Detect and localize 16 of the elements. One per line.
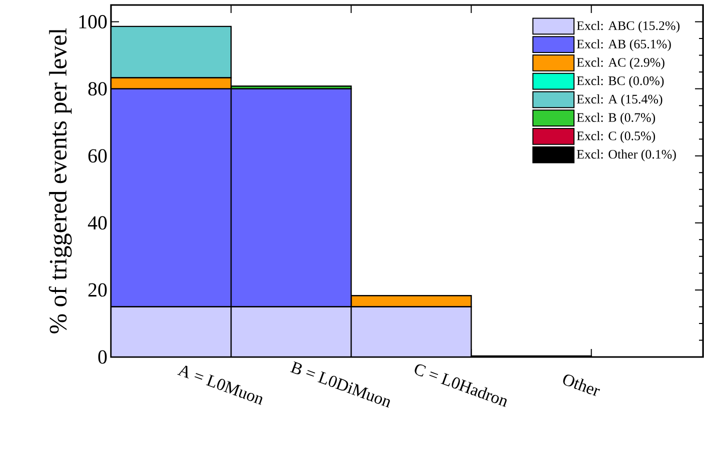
legend-label: Excl: AB (65.1%) [576, 39, 671, 52]
legend-label: Excl: C (0.5%) [576, 131, 656, 143]
y-tick-label: 60 [88, 149, 107, 163]
legend-label: Excl: BC (0.0%) [576, 76, 664, 88]
y-tick-label: 40 [88, 216, 107, 230]
y-tick-label: 80 [88, 82, 107, 96]
y-tick-label: 20 [88, 283, 107, 297]
legend-label: Excl: Other (0.1%) [576, 150, 676, 162]
legend-label: Excl: B (0.7%) [576, 112, 656, 125]
legend-label: Excl: A (15.4%) [576, 94, 662, 106]
y-axis-title: % of triggered events per level [48, 28, 72, 334]
x-tick-label: Other [563, 374, 600, 396]
legend-label: Excl: AC (2.9%) [576, 58, 664, 70]
legend-label: Excl: ABC (15.2%) [576, 20, 680, 33]
y-tick-label: 100 [79, 15, 107, 28]
y-tick-label: 0 [98, 350, 107, 364]
